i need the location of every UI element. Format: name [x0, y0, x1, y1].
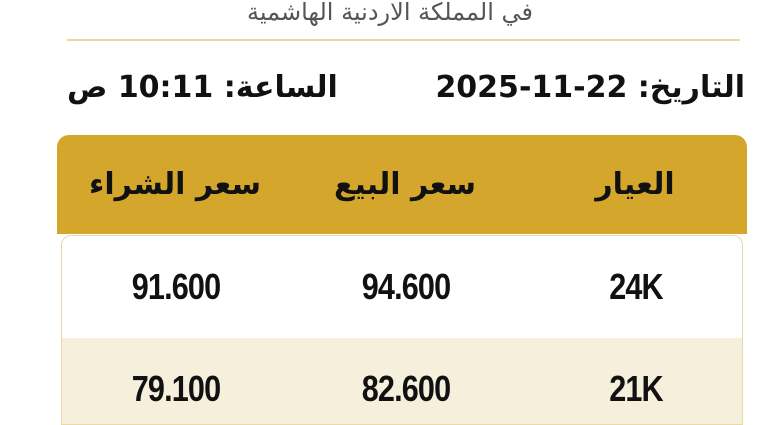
sell-price-cell: 94.600 — [361, 266, 451, 307]
divider — [67, 39, 740, 41]
column-header-sell: سعر البيع — [333, 167, 477, 202]
sell-price-cell: 82.600 — [361, 368, 451, 409]
table-body: 24K 94.600 91.600 21K 82.600 79.100 — [61, 235, 743, 425]
page-subtitle: في المملكة الاردنية الهاشمية — [246, 0, 534, 26]
karat-cell: 24K — [609, 266, 663, 307]
gold-price-table: العيار سعر البيع سعر الشراء 24K 94.600 9… — [57, 135, 747, 425]
column-header-karat: العيار — [595, 167, 675, 202]
table-row: 24K 94.600 91.600 — [62, 236, 742, 338]
table-header: العيار سعر البيع سعر الشراء — [57, 135, 747, 234]
column-header-buy: سعر الشراء — [89, 167, 261, 202]
karat-cell: 21K — [609, 368, 663, 409]
time-label: الساعة: 10:11 ص — [67, 70, 338, 105]
buy-price-cell: 79.100 — [131, 368, 221, 409]
table-row: 21K 82.600 79.100 — [62, 338, 742, 424]
date-label: التاريخ: 22-11-2025 — [435, 70, 745, 105]
buy-price-cell: 91.600 — [131, 266, 221, 307]
